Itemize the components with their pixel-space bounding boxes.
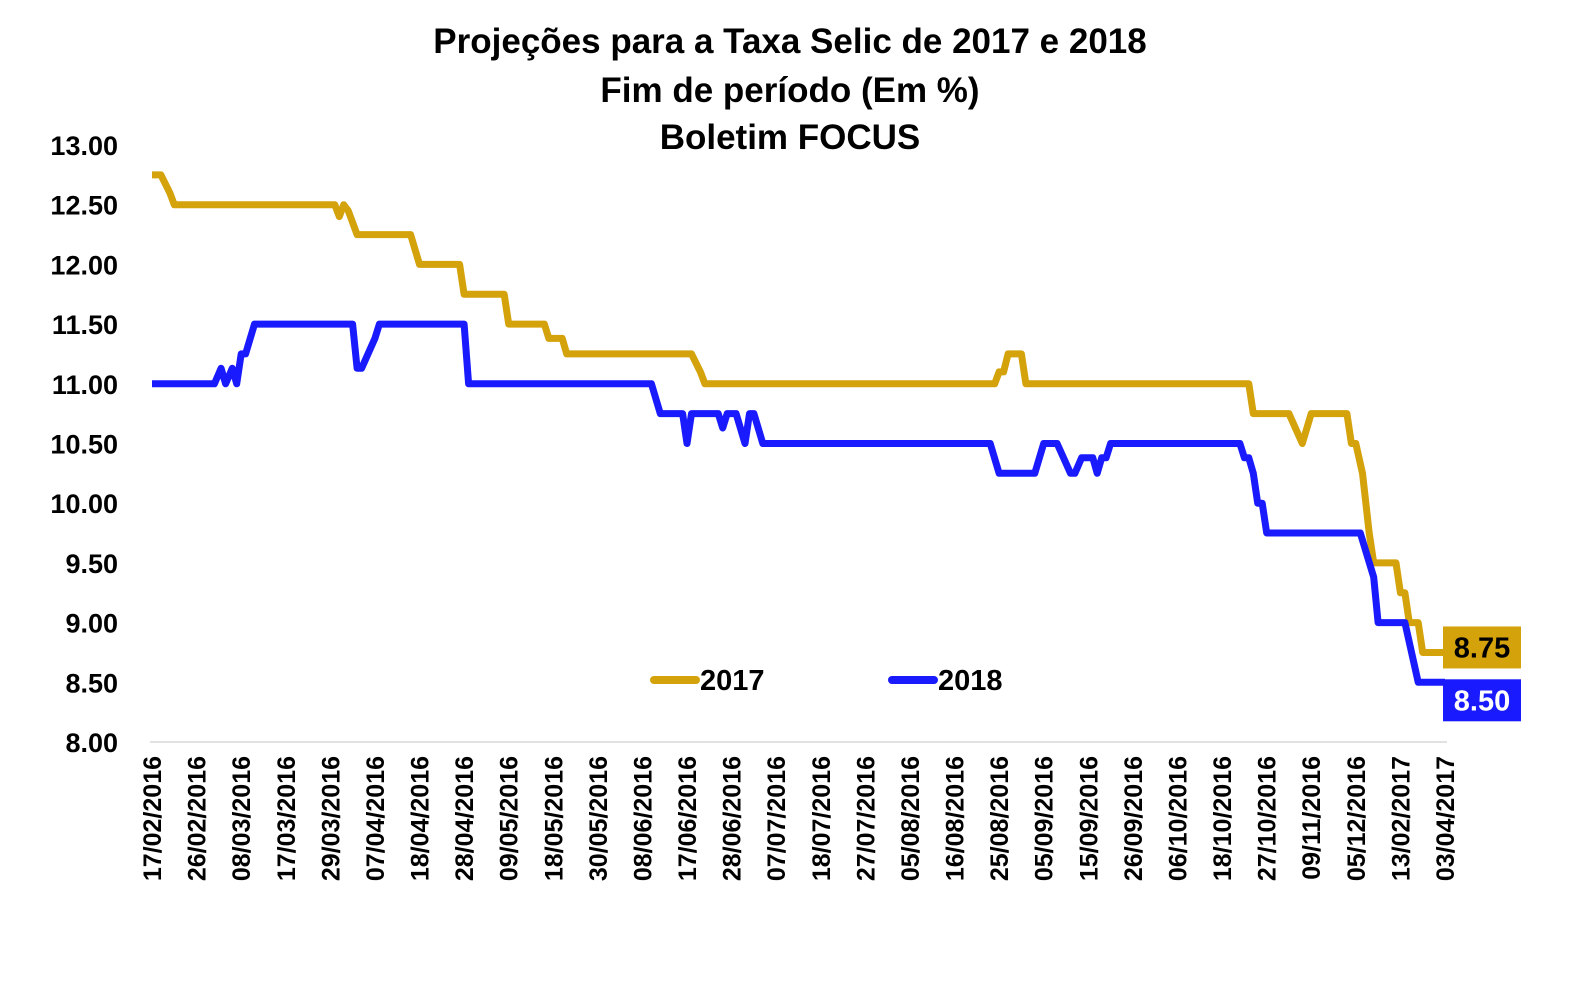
x-tick-label: 17/06/2016 <box>674 756 702 881</box>
end-labels: 8.75 8.50 <box>1443 626 1521 722</box>
x-tick-label: 18/04/2016 <box>407 756 435 881</box>
chart-title: Projeções para a Taxa Selic de 2017 e 20… <box>433 22 1146 157</box>
x-tick-label: 25/08/2016 <box>986 756 1014 881</box>
y-tick-label: 10.00 <box>50 489 118 519</box>
y-tick-label: 13.00 <box>50 131 118 161</box>
x-tick-label: 17/03/2016 <box>273 756 301 881</box>
x-tick-label: 18/07/2016 <box>808 756 836 881</box>
y-axis: 13.00 12.50 12.00 11.50 11.00 10.50 10.00 9.50 9… <box>50 131 118 758</box>
y-tick-label: 12.00 <box>50 250 118 280</box>
x-tick-label: 27/10/2016 <box>1254 756 1282 881</box>
x-tick-label: 30/05/2016 <box>585 756 613 881</box>
series-line-2018 <box>152 320 1445 686</box>
y-tick-label: 8.50 <box>65 668 118 698</box>
x-tick-label: 09/11/2016 <box>1298 756 1326 880</box>
legend-label-2017: 2017 <box>700 665 765 697</box>
x-tick-label: 08/03/2016 <box>228 756 256 881</box>
y-tick-label: 12.50 <box>50 191 118 221</box>
x-tick-label: 26/09/2016 <box>1120 756 1148 881</box>
x-tick-label: 05/09/2016 <box>1031 756 1059 881</box>
chart-title-line-3: Boletim FOCUS <box>660 118 921 157</box>
x-tick-label: 28/04/2016 <box>451 756 479 881</box>
x-tick-label: 07/04/2016 <box>362 756 390 881</box>
chart-title-line-2: Fim de período (Em %) <box>600 71 979 110</box>
x-tick-label: 17/02/2016 <box>139 756 167 881</box>
x-tick-label: 05/08/2016 <box>897 756 925 881</box>
x-tick-label: 07/07/2016 <box>763 756 791 881</box>
legend-label-2018: 2018 <box>938 665 1003 697</box>
legend: 2017 2018 <box>650 665 1003 697</box>
end-label-2018: 8.50 <box>1454 685 1510 717</box>
x-tick-label: 29/03/2016 <box>317 756 345 881</box>
x-tick-label: 09/05/2016 <box>496 756 524 881</box>
x-axis: 17/02/2016 26/02/2016 08/03/2016 17/03/2016… <box>139 741 1460 881</box>
y-tick-label: 10.50 <box>50 430 118 460</box>
x-tick-label: 08/06/2016 <box>629 756 657 881</box>
x-tick-label: 16/08/2016 <box>942 756 970 881</box>
x-tick-label: 15/09/2016 <box>1075 756 1103 881</box>
x-tick-label: 03/04/2017 <box>1432 756 1460 881</box>
series-line-2017 <box>152 171 1445 656</box>
y-tick-label: 8.00 <box>65 728 118 758</box>
x-tick-label: 18/10/2016 <box>1209 756 1237 881</box>
chart-title-line-1: Projeções para a Taxa Selic de 2017 e 20… <box>433 22 1146 61</box>
y-tick-label: 11.50 <box>52 310 118 340</box>
end-label-2017: 8.75 <box>1454 632 1510 664</box>
x-tick-label: 27/07/2016 <box>852 756 880 881</box>
end-label-box-2017 <box>1443 626 1521 669</box>
series-layer <box>152 171 1445 686</box>
x-tick-label: 18/05/2016 <box>540 756 568 881</box>
x-tick-label: 28/06/2016 <box>719 756 747 881</box>
x-tick-label: 06/10/2016 <box>1164 756 1192 881</box>
x-tick-label: 26/02/2016 <box>184 756 212 881</box>
y-tick-label: 11.00 <box>52 370 118 400</box>
y-tick-label: 9.00 <box>65 609 118 639</box>
end-label-box-2018 <box>1443 679 1521 722</box>
x-tick-label: 05/12/2016 <box>1343 756 1371 881</box>
y-tick-label: 9.50 <box>65 549 118 579</box>
x-tick-label: 13/02/2017 <box>1387 756 1415 881</box>
